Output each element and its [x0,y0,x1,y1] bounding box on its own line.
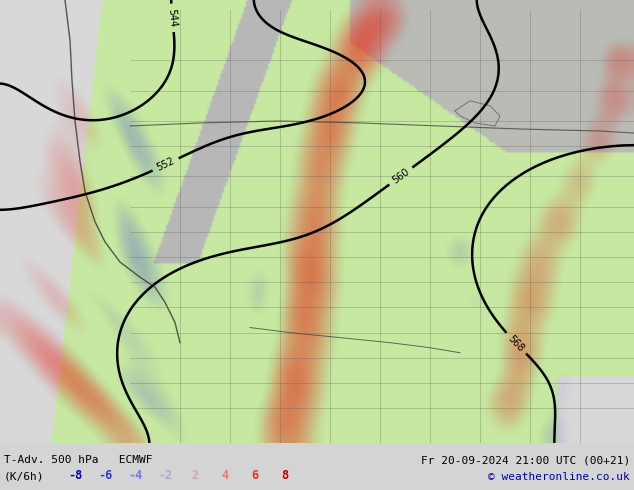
Text: (K/6h): (K/6h) [4,471,44,482]
Text: -6: -6 [98,468,112,482]
Text: 6: 6 [252,468,259,482]
Text: Fr 20-09-2024 21:00 UTC (00+21): Fr 20-09-2024 21:00 UTC (00+21) [421,455,630,465]
Text: © weatheronline.co.uk: © weatheronline.co.uk [488,471,630,482]
Text: 2: 2 [191,468,198,482]
Text: -8: -8 [68,468,82,482]
Text: -2: -2 [158,468,172,482]
Text: T-Adv. 500 hPa   ECMWF: T-Adv. 500 hPa ECMWF [4,455,153,465]
Text: 544: 544 [166,8,178,27]
Text: 4: 4 [221,468,229,482]
Text: 8: 8 [281,468,288,482]
Text: 552: 552 [155,156,176,173]
Polygon shape [50,0,634,443]
Text: -4: -4 [128,468,142,482]
Text: 560: 560 [391,167,411,186]
Text: 568: 568 [506,333,526,353]
